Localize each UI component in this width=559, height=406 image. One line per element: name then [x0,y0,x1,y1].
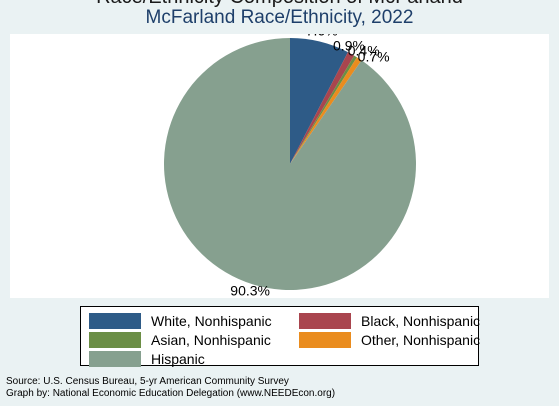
pie-slice-other [290,57,362,164]
legend-swatch-black [299,313,351,329]
legend-swatch-other [299,332,351,348]
cutoff-header-text: Race/Ethnicity Composition of McFarland [0,0,559,9]
pie-label-white: 7.6% [306,34,338,39]
legend-label-other: Other, Nonhispanic [361,332,481,348]
pie-slice-asian [290,55,357,164]
legend-label-hispanic: Hispanic [151,351,205,367]
source-note: Source: U.S. Census Bureau, 5-yr America… [6,376,289,387]
plot-area: 7.6%0.9%0.4%0.7% 90.3% [10,34,549,298]
pie-slices [164,38,416,291]
legend-swatch-asian [89,332,141,348]
chart-notes: Source: U.S. Census Bureau, 5-yr America… [6,376,335,400]
pie-chart: 7.6%0.9%0.4%0.7% 90.3% [164,34,416,298]
legend: White, Nonhispanic Black, Nonhispanic As… [80,306,481,367]
pie-label-hispanic: 90.3% [230,283,270,298]
legend-label-white: White, Nonhispanic [151,313,272,329]
legend-label-asian: Asian, Nonhispanic [151,332,271,348]
pie-label-asian: 0.4% [348,42,380,58]
graph-credit-note: Graph by: National Economic Education De… [6,388,336,399]
legend-label-black: Black, Nonhispanic [361,313,481,329]
legend-swatch-white [89,313,141,329]
pie-slice-hispanic [164,38,416,291]
pie-data-labels: 7.6%0.9%0.4%0.7% 90.3% [230,34,389,298]
chart-title: McFarland Race/Ethnicity, 2022 [145,7,414,28]
pie-slice-white [290,38,348,164]
pie-label-black: 0.9% [333,38,365,54]
pie-label-other: 0.7% [358,49,390,65]
pie-slice-black [290,52,355,164]
legend-swatch-hispanic [89,351,141,367]
